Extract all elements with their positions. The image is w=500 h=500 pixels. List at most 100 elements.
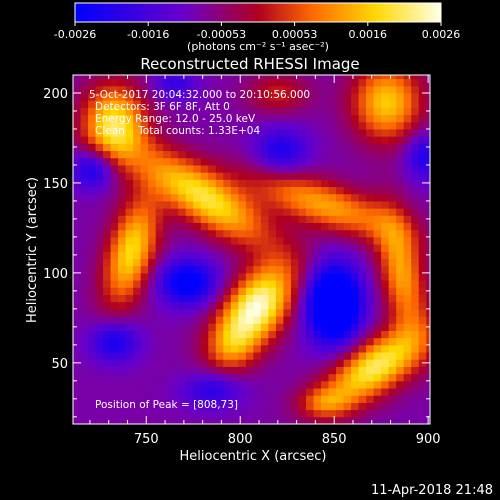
heatmap-cell	[178, 200, 187, 209]
heatmap-cell	[351, 287, 360, 295]
heatmap-cell	[163, 308, 172, 317]
heatmap-cell	[238, 200, 247, 209]
heatmap-cell	[148, 258, 157, 267]
heatmap-cell	[351, 78, 360, 87]
heatmap-cell	[275, 164, 284, 173]
heatmap-cell	[95, 251, 104, 259]
heatmap-cell	[298, 229, 307, 238]
heatmap-cell	[403, 193, 412, 202]
heatmap-cell	[80, 229, 89, 238]
heatmap-cell	[118, 395, 127, 403]
heatmap-cell	[283, 136, 292, 144]
heatmap-cell	[351, 244, 360, 252]
heatmap-cell	[118, 100, 127, 108]
heatmap-cell	[336, 272, 345, 281]
heatmap-cell	[245, 114, 254, 123]
heatmap-cell	[155, 128, 164, 137]
heatmap-cell	[208, 150, 217, 159]
heatmap-cell	[403, 402, 412, 411]
heatmap-cell	[268, 229, 277, 238]
heatmap-cell	[95, 92, 104, 101]
heatmap-cell	[80, 244, 89, 252]
heatmap-cell	[208, 215, 217, 224]
heatmap-cell	[411, 323, 420, 331]
heatmap-cell	[403, 337, 412, 346]
heatmap-cell	[260, 128, 269, 137]
heatmap-cell	[275, 85, 284, 94]
heatmap-cell	[88, 107, 97, 116]
heatmap-cell	[110, 229, 119, 238]
heatmap-cell	[305, 208, 315, 216]
heatmap-cell	[170, 107, 179, 116]
heatmap-cell	[133, 92, 142, 101]
heatmap-cell	[358, 100, 367, 108]
heatmap-cell	[336, 395, 345, 403]
heatmap-cell	[238, 416, 247, 424]
heatmap-cell	[155, 323, 164, 331]
heatmap-cell	[118, 215, 127, 224]
heatmap-cell	[366, 128, 375, 137]
heatmap-cell	[215, 366, 224, 375]
heatmap-cell	[305, 75, 315, 80]
heatmap-cell	[103, 388, 112, 396]
heatmap-cell	[103, 136, 112, 144]
heatmap-cell	[140, 172, 149, 180]
heatmap-cell	[215, 222, 224, 231]
heatmap-cell	[411, 287, 420, 295]
heatmap-cell	[73, 373, 82, 382]
heatmap-cell	[140, 208, 149, 216]
heatmap-cell	[88, 359, 97, 367]
heatmap-cell	[328, 388, 337, 396]
heatmap-cell	[88, 409, 97, 418]
heatmap-cell	[358, 208, 367, 216]
heatmap-cell	[80, 301, 89, 310]
colorbar-ticks: -0.0026 -0.0016 -0.00053 0.00053 0.0016 0.002…	[54, 22, 460, 41]
heatmap-cell	[358, 380, 367, 389]
heatmap-cell	[238, 186, 247, 195]
heatmap-cell	[148, 294, 157, 303]
heatmap-cell	[298, 100, 307, 108]
heatmap-cell	[95, 416, 104, 424]
heatmap-cell	[110, 215, 119, 224]
heatmap-cell	[245, 136, 254, 144]
heatmap-cell	[351, 380, 360, 389]
heatmap-cell	[185, 395, 194, 403]
heatmap-cell	[336, 380, 345, 389]
heatmap-cell	[88, 143, 97, 152]
y-tick-label: 200	[43, 87, 68, 102]
heatmap-cell	[215, 193, 224, 202]
heatmap-cell	[223, 193, 232, 202]
heatmap-cell	[163, 85, 172, 94]
heatmap-cell	[185, 229, 194, 238]
heatmap-cell	[178, 366, 187, 375]
heatmap-cell	[290, 157, 299, 166]
heatmap-cell	[118, 107, 127, 116]
heatmap-cell	[418, 128, 427, 137]
heatmap-cell	[343, 244, 352, 252]
heatmap-cell	[275, 244, 284, 252]
heatmap-cell	[88, 186, 97, 195]
heatmap-cell	[118, 287, 127, 295]
heatmap-cell	[140, 308, 149, 317]
heatmap-cell	[305, 215, 315, 224]
heatmap-cell	[351, 337, 360, 346]
heatmap-cell	[388, 236, 397, 245]
heatmap-cell	[411, 128, 420, 137]
heatmap-cell	[230, 136, 239, 144]
heatmap-cell	[118, 316, 127, 324]
heatmap-cell	[381, 366, 390, 375]
heatmap-cell	[388, 244, 397, 252]
heatmap-cell	[95, 272, 104, 281]
heatmap-cell	[283, 251, 292, 259]
heatmap-cell	[155, 236, 164, 245]
heatmap-cell	[358, 366, 367, 375]
heatmap-cell	[118, 294, 127, 303]
heatmap-cell	[268, 294, 277, 303]
heatmap-cell	[95, 114, 104, 123]
heatmap-cell	[193, 308, 202, 317]
heatmap-cell	[328, 316, 337, 324]
heatmap-cell	[133, 222, 142, 231]
heatmap-cell	[125, 186, 134, 195]
heatmap-cell	[80, 92, 89, 101]
heatmap-cell	[73, 316, 82, 324]
